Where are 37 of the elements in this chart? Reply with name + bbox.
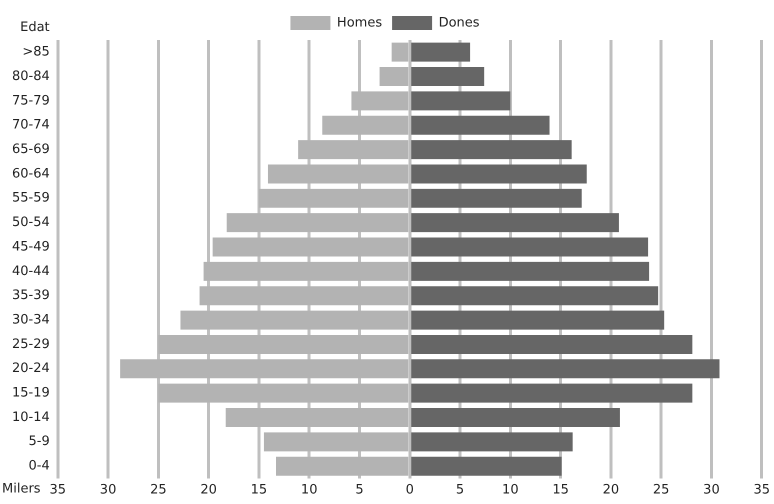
x-tick-label: 10 bbox=[502, 482, 519, 498]
x-tick-label: 35 bbox=[50, 482, 66, 498]
y-tick-label: 5-9 bbox=[28, 434, 50, 450]
y-tick-label: 45-49 bbox=[12, 239, 50, 254]
x-tick-label: 10 bbox=[300, 482, 318, 498]
y-tick-label: >85 bbox=[22, 44, 50, 60]
y-tick-label: 30-34 bbox=[12, 312, 50, 328]
y-tick-label: 35-39 bbox=[12, 288, 50, 304]
x-axis-title: Milers bbox=[2, 481, 41, 496]
y-tick-label: 65-69 bbox=[12, 142, 50, 157]
x-tick-label: 15 bbox=[250, 482, 268, 498]
y-tick-label: 50-54 bbox=[12, 215, 50, 230]
x-tick-label: 20 bbox=[200, 482, 217, 498]
y-tick-label: 60-64 bbox=[12, 166, 50, 182]
x-tick-label: 20 bbox=[602, 482, 620, 498]
y-tick-label: 20-24 bbox=[12, 361, 50, 376]
x-tick-label: 25 bbox=[150, 482, 167, 498]
legend-label: Homes bbox=[336, 15, 382, 30]
y-tick-label: 55-59 bbox=[12, 190, 50, 206]
x-tick-label: 5 bbox=[456, 482, 464, 498]
x-tick-label: 25 bbox=[652, 482, 670, 498]
y-axis-title: Edat bbox=[20, 20, 50, 35]
x-tick-label: 5 bbox=[355, 482, 364, 498]
x-tick-label: 30 bbox=[100, 482, 116, 498]
legend-label: Dones bbox=[438, 15, 480, 30]
y-tick-label: 25-29 bbox=[12, 336, 50, 352]
y-tick-label: 70-74 bbox=[12, 118, 50, 133]
y-tick-label: 15-19 bbox=[12, 386, 50, 401]
x-tick-label: 15 bbox=[552, 482, 569, 498]
y-tick-label: 0-4 bbox=[28, 458, 50, 474]
y-tick-label: 40-44 bbox=[12, 264, 50, 279]
x-tick-label: 35 bbox=[753, 482, 770, 498]
x-tick-label: 30 bbox=[703, 482, 720, 498]
y-tick-label: 75-79 bbox=[12, 93, 50, 108]
x-tick-label: 0 bbox=[406, 482, 414, 498]
y-tick-label: 10-14 bbox=[12, 410, 50, 425]
y-tick-label: 80-84 bbox=[12, 68, 50, 84]
